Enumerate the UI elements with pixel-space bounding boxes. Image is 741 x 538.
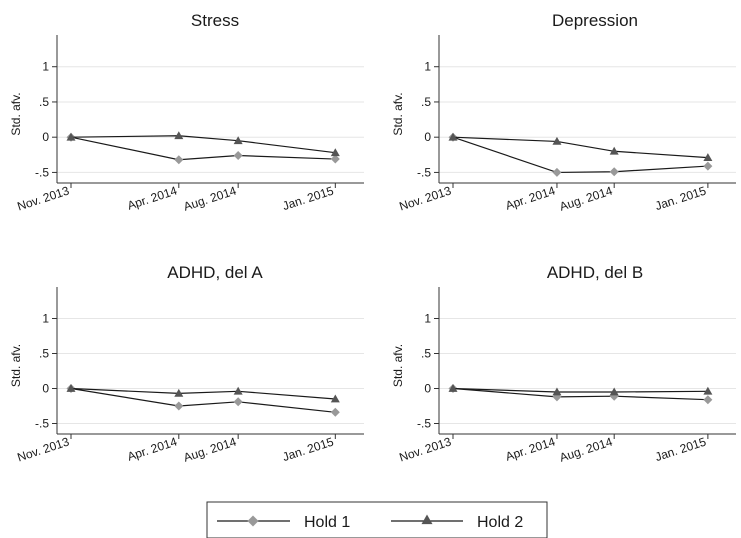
x-tick-label: Jan. 2015 [281,183,336,213]
y-tick-label: .5 [421,95,431,109]
y-tick-label: .5 [39,347,49,361]
y-tick-label: 0 [42,382,49,396]
x-tick-label: Jan. 2015 [281,434,336,464]
data-point-hold-2 [552,387,562,396]
y-tick-label: -.5 [35,417,49,431]
y-tick-label: 1 [42,60,49,74]
panel-4: ADHD, del B 1 .5 0 -.5 Std. afv. Nov. 2013 Apr.… [391,263,736,465]
data-point-hold-1 [552,167,562,177]
y-tick-label: 1 [424,60,431,74]
x-tick-label: Apr. 2014 [126,434,179,463]
panel-title: ADHD, del B [547,263,643,282]
data-point-hold-2 [330,148,340,157]
data-point-hold-1 [174,401,184,411]
y-axis-label: Std. afv. [9,92,23,135]
x-tick-label: Aug. 2014 [182,183,239,213]
data-point-hold-2 [703,153,713,162]
series-line-hold-1 [452,387,708,401]
data-point-hold-1 [330,154,340,164]
data-point-hold-1 [330,407,340,417]
series-line-hold-2 [452,387,708,393]
data-point-hold-2 [174,388,184,397]
panel-2: Depression 1 .5 0 -.5 Std. afv. Nov. 2013 Apr. … [391,11,736,214]
data-point-hold-2 [448,384,458,392]
series-line-hold-2 [70,135,336,154]
data-point-hold-2 [448,132,458,141]
y-tick-label: -.5 [35,165,49,179]
y-tick-label: .5 [39,95,49,109]
y-axis-label: Std. afv. [391,92,405,135]
panel-3: ADHD, del A 1 .5 0 -.5 Std. afv. Nov. 2013 Apr.… [9,263,364,465]
data-point-hold-1 [174,155,184,165]
data-point-hold-2 [66,384,76,392]
y-tick-label: .5 [421,347,431,361]
panel-title: ADHD, del A [167,263,263,282]
series-line-hold-1 [452,136,708,174]
legend-label-hold-2: Hold 2 [477,514,523,531]
x-tick-label: Apr. 2014 [126,183,179,212]
data-point-hold-1 [703,395,713,405]
x-tick-label: Apr. 2014 [504,183,557,212]
data-point-hold-2 [174,131,184,140]
data-point-hold-2 [233,136,243,145]
y-tick-label: 0 [42,130,49,144]
data-point-hold-1 [609,167,619,177]
x-tick-label: Nov. 2013 [15,434,71,464]
y-tick-label: 0 [424,130,431,144]
x-tick-label: Nov. 2013 [397,434,453,464]
x-tick-label: Nov. 2013 [15,183,71,213]
data-point-hold-2 [609,146,619,155]
triangle-icon [421,514,433,525]
data-point-hold-2 [609,387,619,396]
x-tick-label: Apr. 2014 [504,434,557,463]
y-tick-label: -.5 [417,165,431,179]
y-tick-label: 0 [424,382,431,396]
legend: Hold 1 Hold 2 [206,501,548,538]
x-tick-label: Aug. 2014 [558,434,615,464]
x-tick-label: Aug. 2014 [558,183,615,213]
data-point-hold-1 [233,151,243,161]
data-point-hold-1 [703,161,713,171]
panel-1: Stress 1 .5 0 -.5 Std. afv. Nov. 2013 Apr. 2014… [9,11,364,214]
data-point-hold-2 [233,386,243,395]
data-point-hold-2 [66,132,76,141]
y-axis-label: Std. afv. [391,344,405,387]
panel-title: Depression [552,11,638,30]
series-line-hold-2 [70,387,336,400]
y-axis-label: Std. afv. [9,344,23,387]
legend-box [206,501,548,538]
x-tick-label: Aug. 2014 [182,434,239,464]
series-line-hold-2 [452,136,708,159]
panel-title: Stress [191,11,239,30]
data-point-hold-1 [233,397,243,407]
diamond-icon [247,515,259,527]
x-tick-label: Jan. 2015 [653,183,708,213]
x-tick-label: Nov. 2013 [397,183,453,213]
y-tick-label: -.5 [417,417,431,431]
series-line-hold-1 [70,387,336,413]
legend-label-hold-1: Hold 1 [304,514,350,531]
data-point-hold-2 [330,394,340,403]
series-line-hold-1 [70,136,336,161]
y-tick-label: 1 [424,312,431,326]
data-point-hold-2 [552,136,562,145]
y-tick-label: 1 [42,312,49,326]
data-point-hold-2 [703,386,713,395]
x-tick-label: Jan. 2015 [653,434,708,464]
